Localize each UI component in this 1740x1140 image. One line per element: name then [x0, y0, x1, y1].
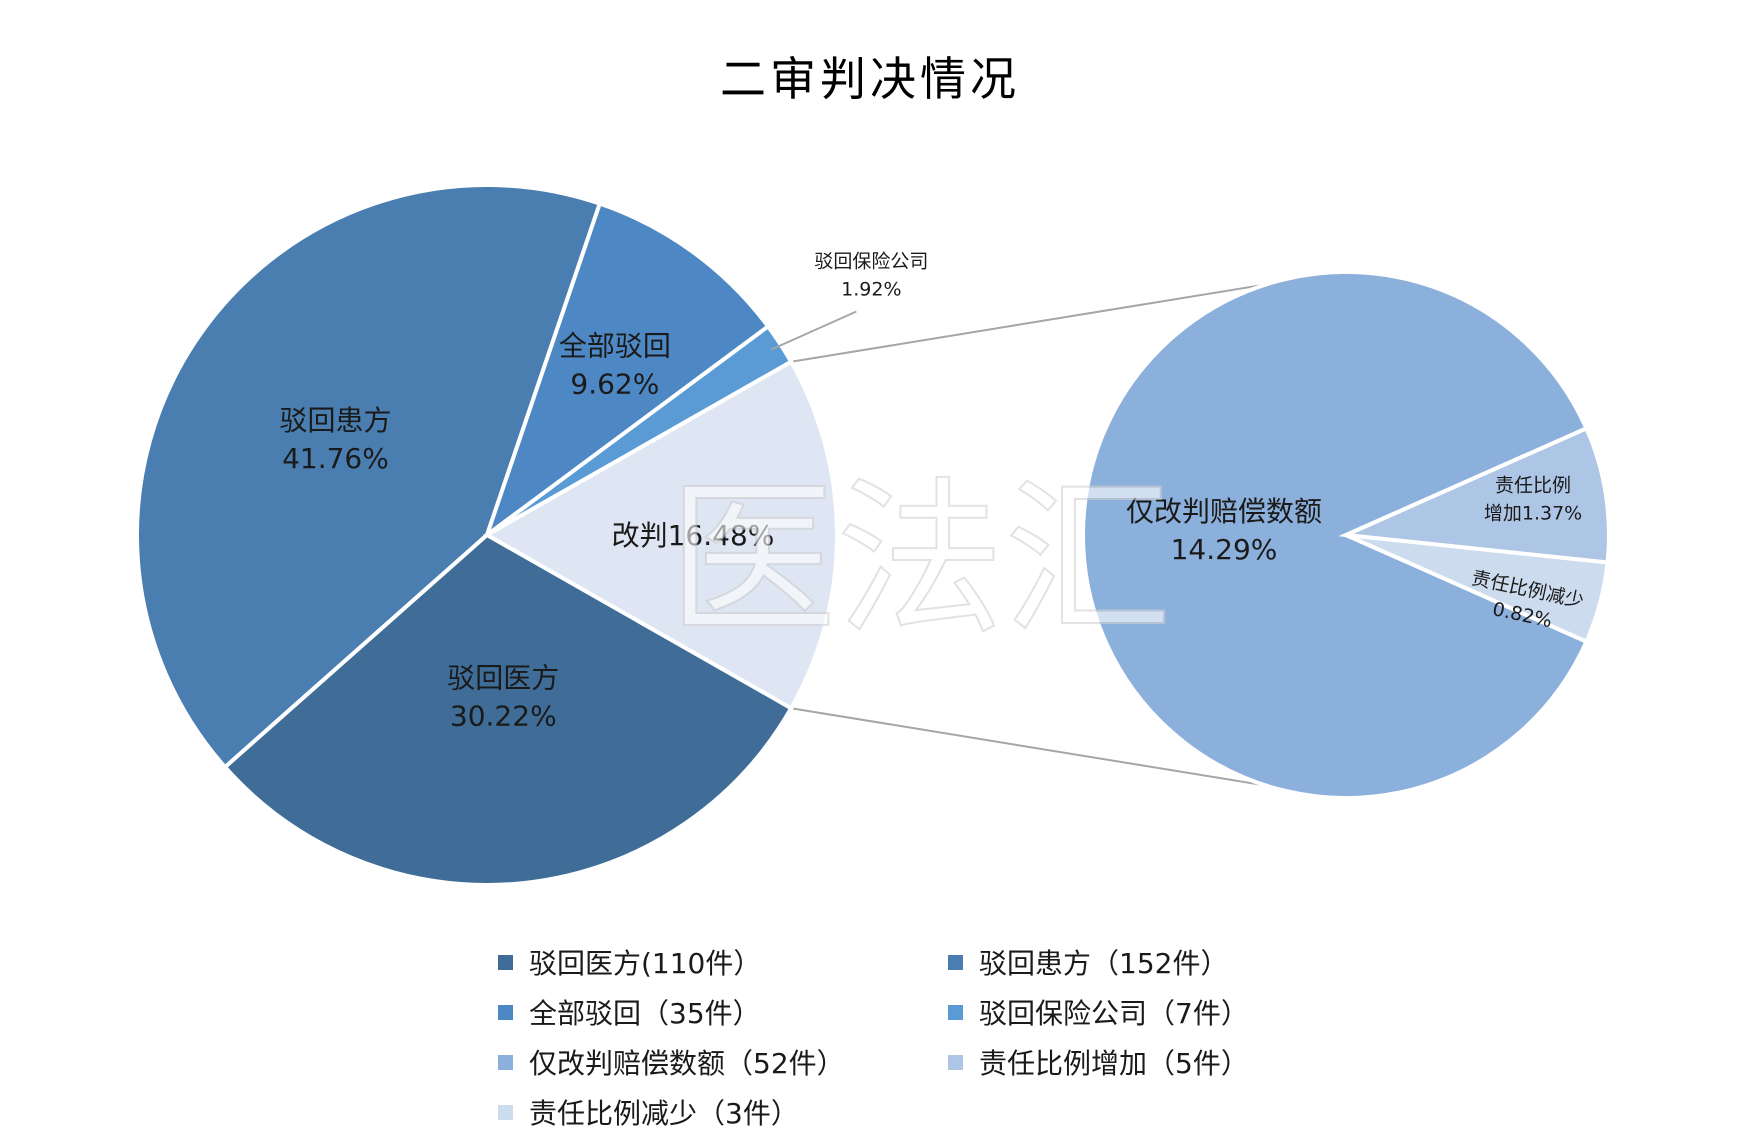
legend-swatch [498, 1054, 513, 1070]
legend-swatch [948, 954, 963, 970]
legend-swatch [948, 1054, 963, 1070]
main-label-3: 改判16.48% [612, 519, 775, 552]
secondary-label-0: 仅改判赔偿数额 14.29% [1126, 495, 1322, 566]
secondary-label-0-value: 14.29% [1171, 533, 1278, 566]
legend-swatch [498, 954, 513, 970]
legend-item: 仅改判赔偿数额（52件） [498, 1040, 845, 1084]
main-label-1-name: 全部驳回 [559, 330, 671, 363]
secondary-slice-2 [1345, 533, 1610, 645]
legend-item: 驳回保险公司（7件） [948, 990, 1249, 1034]
main-pie [135, 183, 839, 887]
legend-item: 责任比例减少（3件） [498, 1090, 799, 1134]
connector-lines [790, 281, 1282, 789]
legend-label: 驳回患方（152件） [979, 947, 1229, 980]
legend-swatch [498, 1104, 513, 1120]
main-label-1-value: 9.62% [570, 368, 659, 401]
legend-label: 驳回医方(110件） [529, 947, 762, 980]
main-label-4: 驳回医方 30.22% [447, 662, 559, 733]
leader-line [770, 310, 857, 351]
secondary-label-0-name: 仅改判赔偿数额 [1126, 495, 1322, 528]
legend-swatch [948, 1004, 963, 1020]
legend-label: 责任比例减少（3件） [529, 1097, 799, 1130]
connector-top [790, 281, 1282, 363]
main-label-4-name: 驳回医方 [447, 662, 559, 695]
slice-labels: 驳回患方 41.76% 全部驳回 9.62% 改判16.48% 驳回医方 30.22% 驳回保… [279, 250, 1585, 732]
main-label-1: 全部驳回 9.62% [559, 330, 671, 401]
secondary-label-1: 责任比例增加1.37% [1484, 475, 1582, 525]
secondary-label-1-value: 增加1.37% [1484, 503, 1582, 525]
secondary-label-1-name: 责任比例 [1495, 475, 1571, 497]
chart-title: 二审判决情况 [720, 52, 1020, 106]
main-slice-0 [135, 183, 603, 770]
legend-label: 全部驳回（35件） [529, 997, 761, 1030]
main-label-0: 驳回患方 41.76% [279, 404, 391, 475]
secondary-slice-1 [1338, 425, 1611, 565]
legend-item: 驳回患方（152件） [948, 940, 1228, 984]
connector-bottom [790, 707, 1282, 789]
legend-label: 驳回保险公司（7件） [979, 997, 1249, 1030]
main-label-2-value: 1.92% [841, 278, 901, 300]
legend-item: 驳回医方(110件） [498, 940, 761, 984]
secondary-pie [1081, 270, 1611, 800]
legend-label: 责任比例增加（5件） [979, 1047, 1249, 1080]
main-slice-4 [222, 532, 794, 887]
watermark: 医法汇 [668, 462, 1172, 658]
legend-item: 全部驳回（35件） [498, 990, 761, 1034]
main-slice-3 [482, 359, 839, 711]
main-label-0-value: 41.76% [282, 442, 389, 475]
main-slice-1 [483, 201, 771, 541]
legend-swatch [498, 1004, 513, 1020]
main-label-2: 驳回保险公司 1.92% [814, 250, 928, 300]
secondary-slice-0 [1081, 270, 1590, 800]
main-label-3-name: 改判16.48% [612, 519, 775, 552]
main-label-2-name: 驳回保险公司 [814, 250, 928, 272]
legend-item: 责任比例增加（5件） [948, 1040, 1249, 1084]
main-label-0-name: 驳回患方 [279, 404, 391, 437]
main-label-4-value: 30.22% [450, 700, 557, 733]
legend-label: 仅改判赔偿数额（52件） [529, 1047, 845, 1080]
